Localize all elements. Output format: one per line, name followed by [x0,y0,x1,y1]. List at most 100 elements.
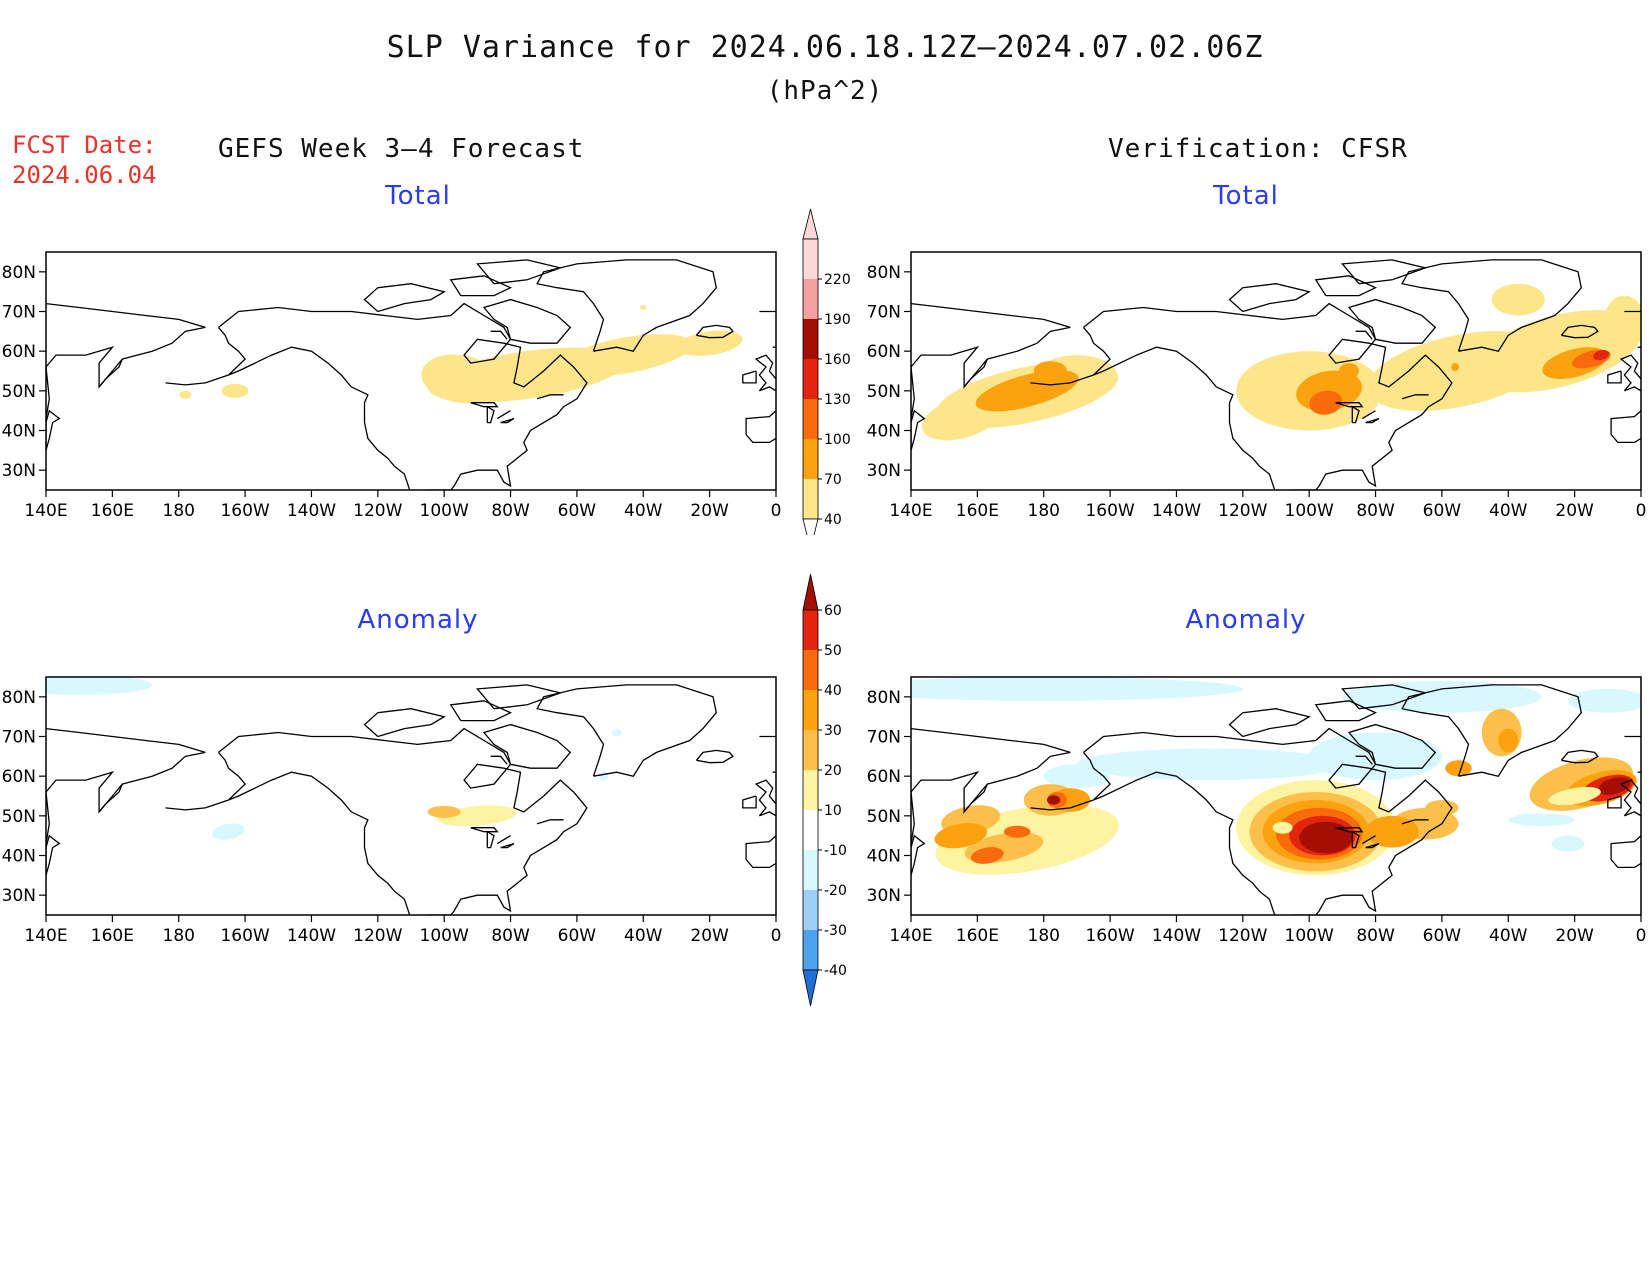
coastline [745,410,776,444]
shaded-region [46,677,153,695]
main-title: SLP Variance for 2024.06.18.12Z–2024.07.… [386,30,1264,65]
coastline [490,755,508,765]
colorbar-swatch [803,399,818,439]
coastline [1365,842,1380,849]
shaded-region [1491,283,1545,316]
lon-label: 60W [558,501,597,521]
shaded-region [1047,795,1061,805]
shaded-region [1445,760,1472,777]
colorbar-label: 40 [824,512,842,528]
lon-label: 160E [91,926,134,946]
lon-label: 160W [1085,926,1134,946]
coastline [1610,835,1641,869]
lat-label: 30N [2,886,36,906]
colorbar-swatch [803,930,818,970]
lat-label: 70N [867,728,901,748]
coastline [165,374,229,386]
coastline [695,324,734,339]
coastline [46,834,61,876]
lat-label: 80N [867,263,901,283]
coastline [496,835,511,845]
colorbar-label: 160 [824,352,851,368]
lon-label: 100W [420,926,469,946]
shaded-region [1272,821,1293,834]
lat-label: 60N [867,767,901,787]
lon-label: 40W [624,926,663,946]
lon-label: 160W [220,926,269,946]
colorbar-label: 70 [824,472,842,488]
lon-label: 60W [558,926,597,946]
shaded-region [1604,295,1641,344]
coastline [911,834,926,876]
colorbar-swatch [803,359,818,399]
forecast-total-subtitle: Total [385,181,451,211]
lat-label: 40N [2,422,36,442]
coastline [470,827,499,833]
coastline [1610,410,1641,444]
coastline [1351,830,1360,849]
shaded-region [1593,350,1610,361]
shaded-region [1451,363,1460,371]
shaded-region [639,305,647,310]
shaded-region [1076,748,1343,781]
colorbar-swatch [803,479,818,519]
lon-label: 180 [163,501,195,521]
colorbar-label: 130 [824,392,851,408]
colorbar-label: 190 [824,312,851,328]
coastline [218,727,588,915]
coastline [496,410,511,420]
shaded-region [970,847,1004,864]
coastline [1401,394,1429,400]
coastline [1228,708,1311,738]
shaded-region [221,383,249,398]
shaded-region [676,330,743,356]
coastline [363,708,446,738]
verification-anomaly-map: 80N 70N 60N 50N 40N 30N 140E 160E 180 160W 140W 120… [867,676,1646,946]
coastline [1560,324,1599,339]
lon-label: 160E [956,926,999,946]
colorbar-swatch [803,890,818,930]
lon-label: 80W [491,926,530,946]
coastline [1341,259,1428,285]
lon-label: 40W [624,501,663,521]
coastline [98,358,123,388]
lon-label: 60W [1423,501,1462,521]
coastline [476,259,563,285]
coastline [911,727,1071,844]
shaded-region [1033,361,1067,381]
coastline [1030,374,1094,386]
total-colorbar: 40 70 100 130 160 190 220 [802,208,851,535]
lon-label: 120W [1218,926,1267,946]
lon-label: 0 [771,501,782,521]
lat-label: 30N [867,461,901,481]
colorbar-triangle [802,208,819,240]
coastline [1607,370,1622,384]
colorbar-label: 40 [824,683,842,699]
lon-label: 80W [1356,501,1395,521]
coastline [536,394,564,400]
shaded-region [561,334,693,377]
shaded-region [1365,815,1419,848]
coastline [1228,283,1311,313]
shaded-region [1425,799,1459,816]
lat-label: 30N [2,461,36,481]
coastline [449,700,513,722]
lat-label: 70N [867,303,901,323]
forecast-anomaly-map: 80N 70N 60N 50N 40N 30N 140E 160E 180 160W 140W 120… [2,676,781,946]
lat-label: 30N [867,886,901,906]
lon-label: 160W [1085,501,1134,521]
forecast-total-map: 80N 70N 60N 50N 40N 30N 140E 160E 180 160W 140W 120… [2,251,782,521]
coastline [470,402,499,408]
colorbar-label: 50 [824,643,842,659]
forecast-heading: GEFS Week 3–4 Forecast [218,134,585,164]
shaded-region [427,805,461,818]
verification-total-subtitle: Total [1213,181,1279,211]
forecast-anomaly-subtitle: Anomaly [357,605,479,635]
coastline [1401,259,1583,352]
lon-label: 180 [163,926,195,946]
colorbar-label: -10 [824,843,847,859]
lon-label: 140E [889,501,932,521]
lat-label: 50N [2,382,36,402]
colorbar-swatch [803,810,818,850]
lon-label: 60W [1423,926,1462,946]
